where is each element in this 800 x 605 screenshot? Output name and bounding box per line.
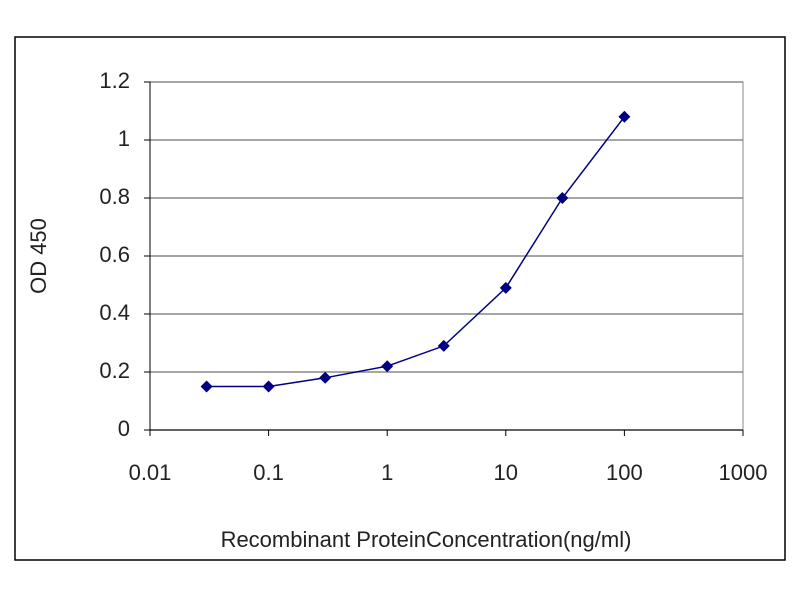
data-line	[206, 116, 625, 388]
x-axis-label: Recombinant ProteinConcentration(ng/ml)	[221, 527, 632, 552]
y-axis-label: OD 450	[26, 218, 51, 294]
y-tick-label: 1.2	[99, 68, 130, 93]
y-tick-label: 0.6	[99, 242, 130, 267]
data-point	[556, 192, 569, 204]
data-point	[319, 371, 332, 384]
data-point	[499, 281, 512, 294]
data-point	[618, 110, 631, 123]
x-tick-label: 0.1	[253, 460, 284, 485]
data-point	[381, 360, 394, 373]
x-tick-label: 1000	[719, 460, 768, 485]
y-tick-label: 1	[118, 126, 130, 151]
y-tick-label: 0.8	[99, 184, 130, 209]
data-point	[200, 380, 213, 393]
y-tick-label: 0.4	[99, 300, 130, 325]
x-tick-label: 0.01	[129, 460, 172, 485]
x-tick-label: 100	[606, 460, 643, 485]
x-tick-label: 1	[381, 460, 393, 485]
y-tick-label: 0.2	[99, 358, 130, 383]
x-tick-label: 10	[494, 460, 518, 485]
y-tick-label: 0	[118, 416, 130, 441]
data-point	[437, 339, 450, 352]
data-point	[262, 380, 275, 393]
